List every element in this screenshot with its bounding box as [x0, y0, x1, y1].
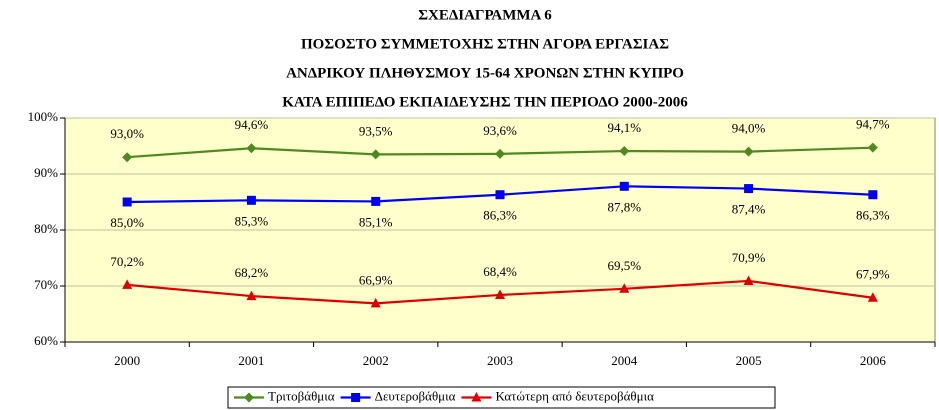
point — [619, 181, 629, 191]
data-label: 87,8% — [607, 199, 641, 214]
legend-label: Κατώτερη από δευτεροβάθμια — [495, 388, 654, 403]
data-label: 93,6% — [483, 123, 517, 138]
data-label: 67,9% — [856, 267, 890, 282]
x-tick-label: 2006 — [860, 353, 887, 368]
y-tick-label: 80% — [34, 221, 58, 236]
data-label: 94,6% — [235, 117, 269, 132]
point — [122, 279, 133, 289]
legend-label: Τριτοβάθμια — [268, 388, 335, 403]
chart-title: ΑΝΔΡΙΚΟΥ ΠΛΗΘΥΣΜΟΥ 15-64 ΧΡΟΝΩΝ ΣΤΗΝ ΚΥΠ… — [286, 65, 684, 81]
x-tick-label: 2002 — [363, 353, 389, 368]
chart-title: ΚΑΤΑ ΕΠΙΠΕΔΟ ΕΚΠΑΙΔΕΥΣΗΣ ΤΗΝ ΠΕΡΙΟΔΟ 200… — [282, 94, 688, 110]
legend: Τριτοβάθμια Δευτεροβάθμια Κατώτερη από δευ… — [227, 386, 776, 409]
legend-box — [227, 386, 776, 409]
point — [867, 142, 878, 153]
y-tick-label: 100% — [28, 109, 59, 124]
data-label: 69,5% — [607, 258, 641, 273]
data-label: 85,1% — [359, 214, 393, 229]
point — [619, 146, 630, 157]
chart-title: ΣΧΕΔΙΑΓΡΑΜΜΑ 6 — [418, 7, 552, 23]
point — [495, 148, 505, 159]
data-label: 85,3% — [235, 213, 269, 228]
data-label: 86,3% — [856, 208, 890, 223]
y-tick-label: 90% — [34, 165, 58, 180]
x-tick-label: 2004 — [611, 353, 638, 368]
x-tick-label: 2001 — [238, 353, 264, 368]
point — [122, 197, 132, 207]
point — [867, 292, 878, 302]
point — [246, 195, 256, 205]
data-label: 85,0% — [110, 215, 144, 230]
data-label: 94,0% — [732, 121, 766, 136]
point — [122, 152, 133, 163]
point — [743, 275, 754, 285]
y-tick-label: 70% — [34, 277, 58, 292]
y-tick-label: 60% — [34, 333, 58, 348]
data-label: 68,2% — [235, 265, 269, 280]
x-tick-label: 2000 — [114, 353, 140, 368]
legend-label: Δευτεροβάθμια — [375, 388, 456, 403]
data-label: 94,7% — [856, 117, 890, 132]
point — [743, 146, 754, 157]
point — [371, 196, 381, 206]
data-label: 70,2% — [110, 254, 144, 269]
legend-marker — [471, 392, 482, 402]
chart-title: ΠΟΣΟΣΤΟ ΣΥΜΜΕΤΟΧΗΣ ΣΤΗΝ ΑΓΟΡΑ ΕΡΓΑΣΙΑΣ — [301, 36, 669, 52]
data-label: 93,0% — [110, 126, 144, 141]
point — [495, 289, 505, 299]
point — [246, 290, 257, 301]
point — [619, 283, 630, 293]
data-label: 68,4% — [483, 264, 517, 279]
legend-marker — [351, 393, 361, 402]
data-label: 94,1% — [607, 120, 641, 135]
point — [495, 190, 505, 200]
point — [370, 149, 381, 160]
data-label: 86,3% — [483, 208, 517, 223]
point — [744, 184, 754, 194]
legend-marker — [244, 392, 254, 403]
point — [370, 297, 381, 308]
point — [868, 190, 878, 200]
data-label: 87,4% — [732, 202, 766, 217]
x-tick-label: 2005 — [736, 353, 762, 368]
x-tick-label: 2003 — [487, 353, 513, 368]
data-label: 66,9% — [359, 272, 393, 287]
data-label: 93,5% — [359, 123, 393, 138]
point — [246, 143, 257, 154]
data-label: 70,9% — [732, 250, 766, 265]
